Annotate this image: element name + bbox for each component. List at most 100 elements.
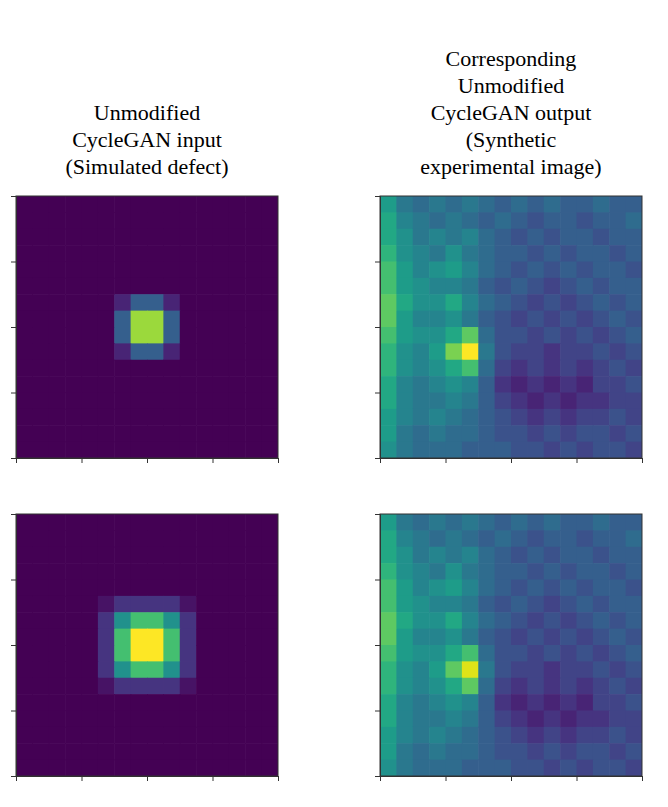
heatmap-cell — [413, 580, 430, 597]
heatmap-cell — [544, 360, 561, 377]
heatmap-cell — [429, 612, 446, 629]
heatmap-cell — [478, 596, 495, 613]
heatmap-cell — [495, 229, 512, 246]
heatmap-cell — [429, 229, 446, 246]
heatmap-cell — [527, 711, 544, 728]
heatmap-cell — [163, 629, 180, 646]
heatmap-cell — [131, 327, 148, 344]
heatmap-cell — [626, 409, 642, 426]
heatmap-cell — [446, 547, 463, 564]
heatmap-cell — [262, 530, 278, 547]
heatmap-cell — [131, 393, 148, 410]
heatmap-cell — [245, 645, 262, 662]
heatmap-cell — [413, 514, 430, 531]
heatmap-cell — [98, 514, 115, 531]
heatmap-cell — [82, 727, 99, 744]
heatmap-cell — [65, 727, 82, 744]
y-tick — [11, 196, 16, 197]
heatmap-cell — [446, 311, 463, 328]
heatmap-cell — [413, 245, 430, 262]
heatmap-cell — [82, 343, 99, 360]
heatmap-cell — [131, 547, 148, 564]
heatmap-cell — [213, 294, 230, 311]
heatmap-cell — [560, 229, 577, 246]
heatmap-cell — [593, 196, 610, 213]
heatmap-cell — [16, 376, 33, 393]
heatmap-cell — [478, 629, 495, 646]
heatmap-cell — [560, 760, 577, 776]
heatmap-cell — [213, 530, 230, 547]
heatmap-cell — [462, 678, 479, 695]
heatmap-cell — [98, 360, 115, 377]
heatmap-cell — [446, 212, 463, 229]
y-tick — [11, 645, 16, 646]
heatmap-cell — [196, 278, 213, 295]
heatmap-cell — [147, 245, 164, 262]
heatmap-cell — [82, 563, 99, 580]
heatmap-cell — [82, 547, 99, 564]
heatmap-cell — [82, 376, 99, 393]
heatmap-cell — [560, 678, 577, 695]
heatmap-cell — [577, 760, 594, 776]
heatmap-cell — [180, 645, 197, 662]
heatmap-cell — [131, 645, 148, 662]
y-tick — [11, 458, 16, 459]
x-tick-mark — [511, 776, 512, 781]
heatmap-cell — [65, 711, 82, 728]
heatmap-cell — [396, 294, 413, 311]
heatmap-cell — [32, 425, 49, 442]
heatmap-cell — [49, 645, 66, 662]
heatmap-cell — [446, 743, 463, 760]
heatmap-cell — [180, 661, 197, 678]
heatmap-cell — [511, 727, 528, 744]
heatmap-cell — [478, 376, 495, 393]
heatmap-cell — [609, 629, 626, 646]
heatmap-cell — [396, 580, 413, 597]
x-tick-mark — [642, 458, 643, 463]
heatmap-cell — [213, 727, 230, 744]
heatmap-cell — [196, 612, 213, 629]
heatmap-cell — [462, 743, 479, 760]
heatmap-cell — [114, 629, 131, 646]
heatmap-cell — [462, 442, 479, 458]
heatmap-cell — [49, 760, 66, 776]
heatmap-cell — [82, 196, 99, 213]
heatmap-cell — [429, 245, 446, 262]
heatmap-cell — [560, 694, 577, 711]
heatmap-cell — [462, 425, 479, 442]
heatmap-cell — [609, 376, 626, 393]
heatmap-cell — [49, 661, 66, 678]
heatmap-cell — [196, 196, 213, 213]
heatmap-cell — [82, 661, 99, 678]
heatmap-cell — [396, 442, 413, 458]
heatmap-cell — [98, 327, 115, 344]
heatmap-cell — [495, 743, 512, 760]
heatmap-cell — [560, 360, 577, 377]
heatmap-cell — [593, 645, 610, 662]
heatmap-cell — [131, 514, 148, 531]
heatmap-cell — [82, 212, 99, 229]
heatmap-cell — [609, 409, 626, 426]
heatmap-cell — [245, 743, 262, 760]
heatmap-cell — [163, 196, 180, 213]
heatmap-cell — [429, 743, 446, 760]
heatmap-cell — [196, 409, 213, 426]
heatmap-cell — [180, 425, 197, 442]
heatmap-cell — [478, 563, 495, 580]
heatmap-cell — [229, 196, 246, 213]
heatmap-cell — [163, 580, 180, 597]
heatmap-cell — [16, 343, 33, 360]
heatmap-cell — [609, 711, 626, 728]
heatmap-cell — [593, 760, 610, 776]
heatmap-cell — [511, 514, 528, 531]
heatmap-cell — [65, 442, 82, 458]
heatmap-cell — [396, 661, 413, 678]
heatmap-cell — [32, 442, 49, 458]
heatmap-cell — [527, 294, 544, 311]
y-tick — [11, 580, 16, 581]
heatmap-cell — [544, 563, 561, 580]
heatmap-cell — [429, 530, 446, 547]
heatmap-cell — [577, 229, 594, 246]
heatmap-cell — [626, 629, 642, 646]
heatmap-cell — [163, 343, 180, 360]
